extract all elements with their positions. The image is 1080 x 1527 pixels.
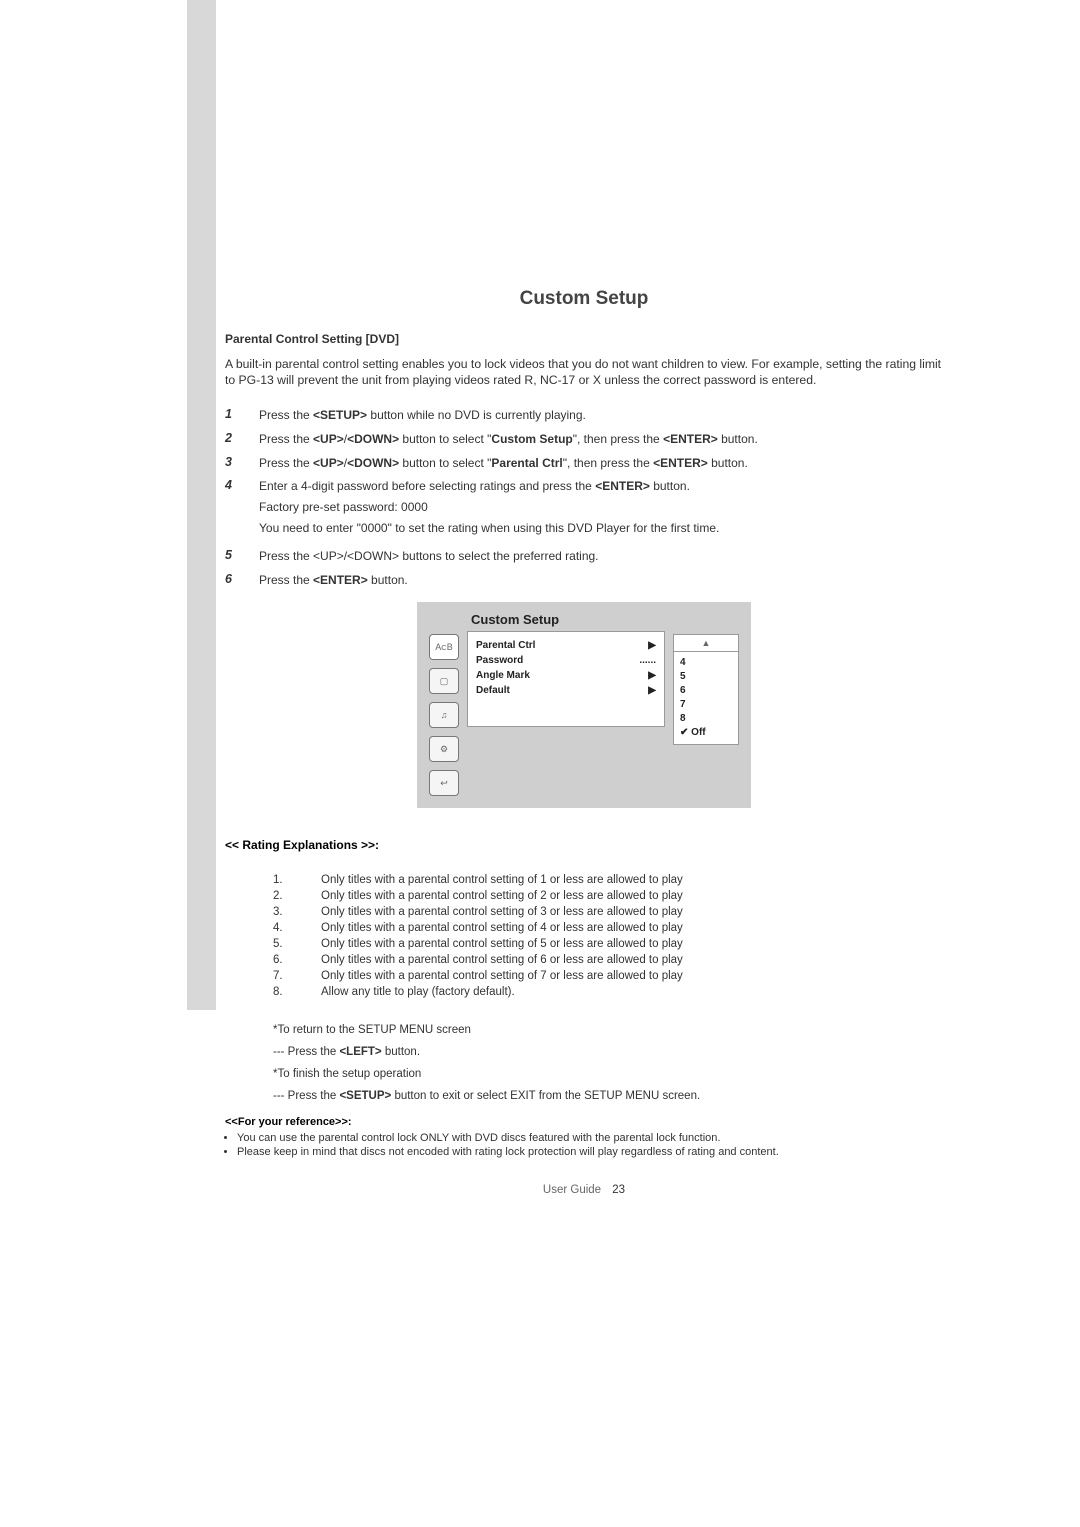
osd-screenshot: ACB ▢ ♫ ⚙ ↩ Custom Setup Parental Ctrl ▶ Passw…: [417, 602, 751, 808]
rating-text: Only titles with a parental control sett…: [321, 938, 683, 950]
rating-text: Only titles with a parental control sett…: [321, 890, 683, 902]
rating-row: 8.Allow any title to play (factory defau…: [273, 986, 943, 998]
osd-tab-icon: ⚙: [429, 736, 459, 762]
note-finish-label: *To finish the setup operation: [273, 1068, 943, 1080]
footer-page-number: 23: [612, 1184, 625, 1196]
rating-text: Only titles with a parental control sett…: [321, 874, 683, 886]
osd-scroll-up-icon: ▲: [673, 634, 739, 652]
osd-menu-item: Password......: [476, 653, 656, 668]
step-number: 3: [225, 455, 259, 469]
rating-number: 7.: [273, 970, 321, 982]
rating-row: 6.Only titles with a parental control se…: [273, 954, 943, 966]
note-return-label: *To return to the SETUP MENU screen: [273, 1024, 943, 1036]
osd-rating-column: ▲ 45678✔ Off: [673, 634, 739, 745]
step-text: Press the <UP>/<DOWN> button to select "…: [259, 431, 943, 448]
step-number: 6: [225, 572, 259, 586]
osd-tab-icon: ♫: [429, 702, 459, 728]
osd-rating-option: 7: [680, 698, 732, 712]
step-number: 4: [225, 478, 259, 492]
rating-number: 4.: [273, 922, 321, 934]
rating-number: 5.: [273, 938, 321, 950]
rating-row: 1.Only titles with a parental control se…: [273, 874, 943, 886]
note-return-action: --- Press the <LEFT> button.: [273, 1046, 943, 1058]
step-number: 1: [225, 407, 259, 421]
intro-paragraph: A built-in parental control setting enab…: [225, 356, 943, 389]
step-number: 5: [225, 548, 259, 562]
rating-text: Only titles with a parental control sett…: [321, 922, 683, 934]
note-finish-action: --- Press the <SETUP> button to exit or …: [273, 1090, 943, 1102]
reference-bullets: You can use the parental control lock ON…: [225, 1132, 943, 1158]
rating-text: Only titles with a parental control sett…: [321, 970, 683, 982]
osd-rating-list: 45678✔ Off: [673, 652, 739, 745]
page-title: Custom Setup: [225, 288, 943, 310]
osd-menu-label: Password: [476, 655, 523, 666]
osd-menu-item: Angle Mark ▶: [476, 668, 656, 683]
osd-tab-icon: ACB: [429, 634, 459, 660]
rating-row: 7.Only titles with a parental control se…: [273, 970, 943, 982]
osd-menu-panel: Parental Ctrl▶Password......Angle Mark▶D…: [467, 631, 665, 727]
manual-page: Custom Setup Parental Control Setting [D…: [0, 0, 1080, 1527]
step-row: 3Press the <UP>/<DOWN> button to select …: [225, 455, 943, 472]
steps-list: 1Press the <SETUP> button while no DVD i…: [225, 407, 943, 588]
reference-bullet: Please keep in mind that discs not encod…: [237, 1146, 943, 1158]
osd-left-tab-icons: ACB ▢ ♫ ⚙ ↩: [429, 634, 459, 796]
osd-menu-label: Parental Ctrl: [476, 640, 535, 651]
step-text: Enter a 4-digit password before selectin…: [259, 478, 943, 540]
osd-rating-option: 5: [680, 670, 732, 684]
step-row: 2Press the <UP>/<DOWN> button to select …: [225, 431, 943, 448]
ratings-header: << Rating Explanations >>:: [225, 838, 943, 852]
footer-guide-label: User Guide: [543, 1184, 601, 1196]
step-text: Press the <UP>/<DOWN> buttons to select …: [259, 548, 943, 565]
osd-rating-option: 6: [680, 684, 732, 698]
rating-number: 3.: [273, 906, 321, 918]
section-subtitle: Parental Control Setting [DVD]: [225, 332, 943, 346]
rating-number: 6.: [273, 954, 321, 966]
osd-menu-arrow-icon: ......: [639, 655, 656, 666]
rating-number: 8.: [273, 986, 321, 998]
page-footer: User Guide 23: [225, 1184, 943, 1196]
osd-tab-icon: ▢: [429, 668, 459, 694]
step-row: 1Press the <SETUP> button while no DVD i…: [225, 407, 943, 424]
rating-row: 3.Only titles with a parental control se…: [273, 906, 943, 918]
step-row: 6Press the <ENTER> button.: [225, 572, 943, 589]
osd-menu-arrow-icon: ▶: [648, 640, 656, 651]
rating-text: Only titles with a parental control sett…: [321, 906, 683, 918]
step-row: 4Enter a 4-digit password before selecti…: [225, 478, 943, 540]
rating-text: Allow any title to play (factory default…: [321, 986, 515, 998]
sidebar-strip: [187, 0, 216, 1010]
osd-menu-item: Parental Ctrl ▶: [476, 638, 656, 653]
osd-menu-item: Default ▶: [476, 683, 656, 698]
return-finish-notes: *To return to the SETUP MENU screen --- …: [273, 1024, 943, 1102]
osd-tab-icon: ↩: [429, 770, 459, 796]
check-icon: ✔: [680, 727, 688, 738]
rating-number: 1.: [273, 874, 321, 886]
rating-text: Only titles with a parental control sett…: [321, 954, 683, 966]
step-text: Press the <ENTER> button.: [259, 572, 943, 589]
reference-bullet: You can use the parental control lock ON…: [237, 1132, 943, 1144]
osd-rating-option-checked: ✔ Off: [680, 726, 732, 740]
step-row: 5Press the <UP>/<DOWN> buttons to select…: [225, 548, 943, 565]
osd-menu-arrow-icon: ▶: [648, 670, 656, 681]
osd-title: Custom Setup: [467, 612, 665, 627]
rating-row: 5.Only titles with a parental control se…: [273, 938, 943, 950]
osd-menu-label: Angle Mark: [476, 670, 530, 681]
page-content: Custom Setup Parental Control Setting [D…: [225, 288, 943, 1196]
ratings-list: 1.Only titles with a parental control se…: [273, 874, 943, 998]
osd-rating-option: 4: [680, 656, 732, 670]
step-number: 2: [225, 431, 259, 445]
step-text: Press the <UP>/<DOWN> button to select "…: [259, 455, 943, 472]
rating-number: 2.: [273, 890, 321, 902]
reference-header: <<For your reference>>:: [225, 1116, 943, 1128]
osd-menu-label: Default: [476, 685, 510, 696]
rating-row: 4.Only titles with a parental control se…: [273, 922, 943, 934]
osd-rating-option: 8: [680, 712, 732, 726]
osd-menu-arrow-icon: ▶: [648, 685, 656, 696]
rating-row: 2.Only titles with a parental control se…: [273, 890, 943, 902]
step-text: Press the <SETUP> button while no DVD is…: [259, 407, 943, 424]
